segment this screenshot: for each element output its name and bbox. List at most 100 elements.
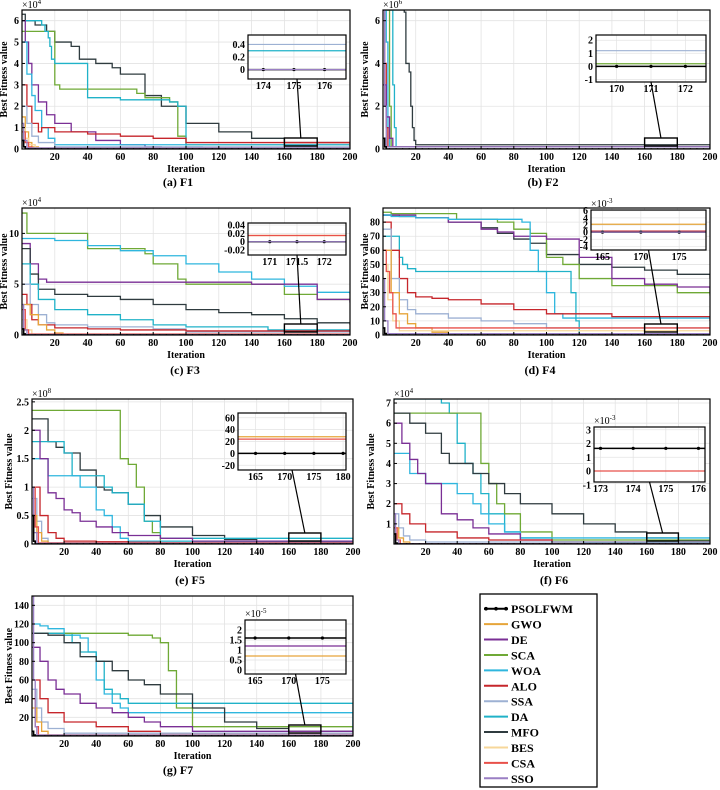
chart-F2: 20 40 60 80 100 120 140 160 180 2000246IterationB… [360,0,718,189]
inset-multiplier-base: ×10 [594,416,610,427]
y-tick-label: 1 [14,123,19,134]
inset-x-tick-label: 170 [633,252,648,263]
series-line-mfo [394,412,710,542]
x-tick-label: 20 [421,547,431,558]
x-tick-label: 160 [639,547,654,558]
series-line-ssa [383,228,710,330]
x-tick-label: 40 [83,338,93,349]
y-tick-label: 1 [386,519,391,530]
inset-y-tick-label: 0.04 [228,221,246,232]
series-group [22,212,350,335]
multiplier-base: ×10 [383,0,399,11]
x-tick-label: 120 [572,152,587,163]
x-tick-label: 140 [244,338,259,349]
inset-frame [247,34,347,80]
legend-label: DE [511,633,528,647]
legend-item: CSA [484,756,535,770]
series-line-bes [383,263,710,335]
x-tick-label: 60 [115,152,125,163]
inset-F1: 174 175 176 00.2 0.4 [233,34,347,139]
x-tick-label: 120 [211,152,226,163]
inset-y-tick-label: -4 [580,242,588,253]
zoom-connector [650,81,662,139]
zoom-connector [294,673,306,726]
inset-marker-psolfwm [253,636,257,640]
inset-x-tick-label: 172 [317,257,332,268]
inset-background [591,210,706,250]
zoom-connector [296,78,302,139]
series-line-da [383,235,710,335]
legend-item: BES [484,741,534,755]
legend-item: SSA [484,695,533,709]
y-tick-label: 5 [14,38,19,49]
x-tick-label: 20 [411,152,421,163]
series-line-sso [22,122,350,149]
chart-F4: 20 40 60 80 100 120 140 160 180 20001020304050607… [360,197,718,377]
inset-x-tick-label: 172 [678,84,693,95]
y-tick-label: 1 [24,483,29,494]
inset-x-tick-label: 165 [595,252,610,263]
x-tick-label: 80 [155,739,165,750]
zoom-connector [291,469,306,534]
x-tick-label: 180 [670,338,685,349]
x-tick-label: 60 [476,152,486,163]
series-line-psolfwm [394,533,710,544]
series-line-psolfwm [383,137,710,149]
x-tick-label: 100 [185,547,200,558]
inset-y-tick-label: -0.02 [224,246,245,257]
inset-F7: 165 170 175 00.511.52×10-5 [230,607,347,726]
legend-marker [494,606,498,611]
chart-F1: 20 40 60 80 100 120 140 160 180 2000123456Iterati… [0,0,358,189]
y-tick-label: 1.5 [17,454,30,465]
legend-item: SSO [484,772,534,786]
inset-grid [245,620,346,674]
series-group [22,13,350,149]
inset-y-tick-label: -1 [585,75,593,86]
inset-F6: 173 174 175 176 -1 0 1 2 3×10-3 [583,414,706,534]
y-axis-label: Best Fitness value [360,233,371,310]
zoom-connector [648,481,664,534]
x-tick-label: 80 [509,338,519,349]
series-line-mfo [32,632,353,734]
x-tick-label: 180 [310,152,325,163]
series-line-sso [22,303,350,335]
y-tick-label: 5 [14,280,19,291]
y-tick-label: 4 [375,59,380,70]
x-tick-label: 180 [670,152,685,163]
inset-y-tick-label: -1 [583,480,591,491]
y-tick-label: 4 [14,59,19,70]
x-tick-label: 40 [91,547,101,558]
inset-y-tick-label: 0 [583,228,588,239]
x-tick-label: 60 [123,547,133,558]
x-tick-label: 100 [545,547,560,558]
inset-x-tick-label: 170 [277,472,292,483]
inset-y-tick-label: 0.5 [230,656,243,667]
inset-y-tick-label: 2 [586,439,591,450]
series-line-de [383,214,710,293]
legend-item: MFO [484,726,539,740]
y-tick-label: 120 [14,620,29,631]
series-line-psolfwm [22,328,350,335]
legend-label: GWO [511,618,542,632]
x-axis-label: Iteration [528,350,566,361]
x-tick-label: 20 [59,739,69,750]
inset-marker-psolfwm [615,64,619,68]
x-tick-label: 80 [509,152,519,163]
inset-y-tick-label: 2 [588,36,593,47]
inset-y-tick-label: 0.4 [233,40,246,51]
legend-marker [504,606,508,611]
zoom-connector [296,254,302,325]
y-tick-label: 80 [370,218,380,229]
inset-y-tick-label: 20 [225,437,235,448]
y-tick-label: 30 [370,288,380,299]
inset-F2: 170 171 172 -1 0 1 2 [585,34,707,139]
x-tick-label: 200 [346,547,361,558]
x-tick-label: 120 [217,547,232,558]
y-tick-label: 0 [375,331,380,342]
x-tick-label: 120 [211,338,226,349]
x-tick-label: 160 [637,338,652,349]
series-line-sca [22,30,350,147]
y-axis-label: Best Fitness value [4,433,15,510]
